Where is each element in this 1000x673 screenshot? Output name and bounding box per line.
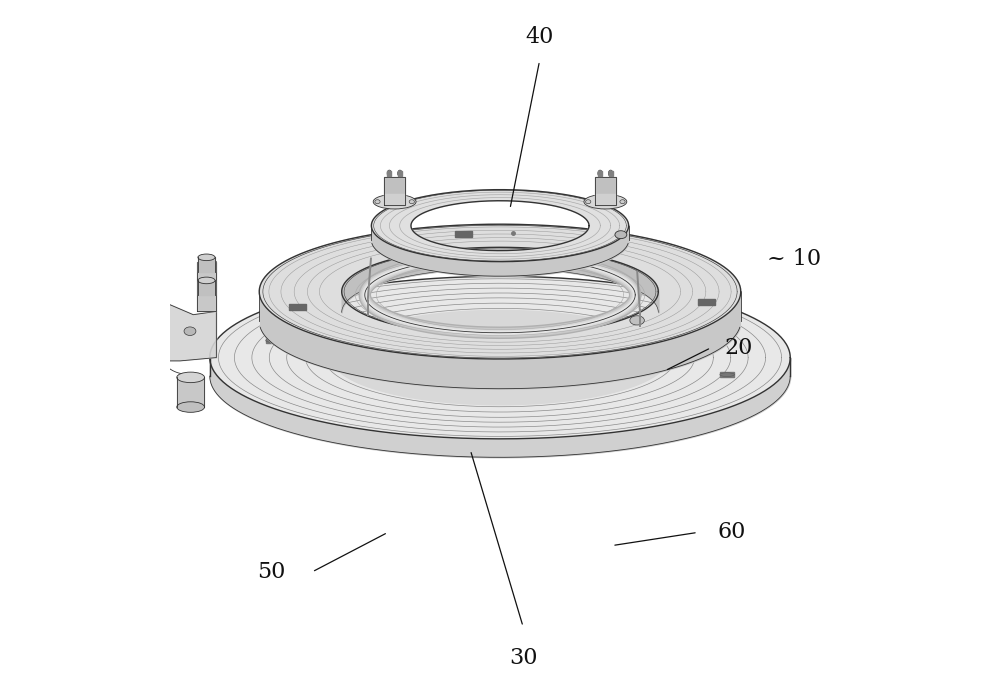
Ellipse shape xyxy=(598,170,602,176)
Polygon shape xyxy=(157,262,216,361)
Ellipse shape xyxy=(198,277,215,284)
Bar xyxy=(698,299,715,305)
Text: 30: 30 xyxy=(509,647,537,668)
Ellipse shape xyxy=(584,194,627,209)
Ellipse shape xyxy=(375,200,380,204)
Ellipse shape xyxy=(630,316,644,325)
Ellipse shape xyxy=(387,170,392,176)
FancyBboxPatch shape xyxy=(384,194,405,205)
Text: 50: 50 xyxy=(257,561,286,583)
Ellipse shape xyxy=(177,402,204,413)
Ellipse shape xyxy=(198,254,215,260)
Ellipse shape xyxy=(409,200,414,204)
Text: ~ 10: ~ 10 xyxy=(767,248,821,270)
Bar xyxy=(720,372,734,377)
Polygon shape xyxy=(197,262,216,312)
Bar xyxy=(398,171,402,176)
Polygon shape xyxy=(177,378,204,407)
Text: 40: 40 xyxy=(525,26,554,48)
Ellipse shape xyxy=(398,170,402,176)
Ellipse shape xyxy=(586,200,591,204)
Bar xyxy=(198,281,215,295)
Bar xyxy=(696,322,711,327)
Polygon shape xyxy=(332,310,668,404)
Ellipse shape xyxy=(184,327,196,335)
Bar xyxy=(266,339,280,343)
Polygon shape xyxy=(371,190,629,262)
Bar xyxy=(609,171,613,176)
Text: 60: 60 xyxy=(718,522,746,543)
Bar xyxy=(198,257,215,272)
Polygon shape xyxy=(595,177,616,205)
Bar xyxy=(455,231,472,237)
Ellipse shape xyxy=(608,170,613,176)
Polygon shape xyxy=(210,277,790,439)
Polygon shape xyxy=(384,177,405,205)
Ellipse shape xyxy=(615,231,627,239)
FancyBboxPatch shape xyxy=(595,194,616,205)
Polygon shape xyxy=(259,224,741,359)
Bar xyxy=(289,304,306,310)
Bar xyxy=(598,171,602,176)
Ellipse shape xyxy=(177,372,204,383)
Text: 20: 20 xyxy=(724,336,753,359)
Ellipse shape xyxy=(620,200,625,204)
Ellipse shape xyxy=(373,194,416,209)
Bar xyxy=(387,171,391,176)
